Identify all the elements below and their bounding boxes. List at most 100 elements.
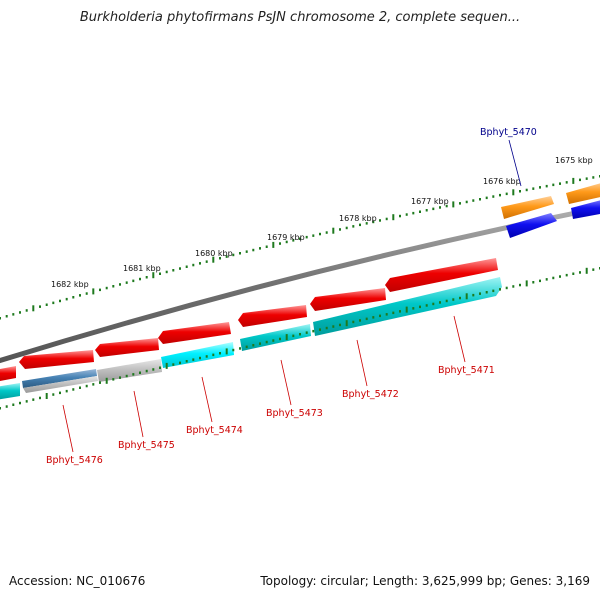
- gene-arrow[interactable]: [501, 196, 554, 219]
- minor-tick: [299, 333, 301, 336]
- gene-arrow[interactable]: [310, 288, 386, 311]
- minor-tick: [519, 283, 521, 287]
- minor-tick: [392, 311, 395, 315]
- gene-arrow[interactable]: [97, 359, 162, 382]
- minor-tick: [299, 237, 301, 240]
- gene-arrow[interactable]: [0, 366, 16, 382]
- minor-tick: [5, 315, 8, 318]
- minor-tick: [239, 252, 241, 255]
- minor-tick: [139, 371, 141, 374]
- minor-tick: [212, 353, 215, 357]
- minor-tick: [399, 214, 401, 218]
- minor-tick: [52, 301, 55, 305]
- major-tick: [45, 393, 48, 399]
- minor-tick: [145, 369, 148, 373]
- gene-label-bphyt-5474[interactable]: Bphyt_5474: [186, 425, 243, 436]
- gene-label-bphyt-5476[interactable]: Bphyt_5476: [46, 455, 103, 466]
- kbp-label: 1675 kbp: [555, 156, 593, 165]
- minor-tick: [192, 263, 195, 267]
- minor-tick: [179, 267, 181, 270]
- minor-tick: [592, 176, 595, 179]
- minor-tick: [59, 299, 61, 303]
- minor-tick: [419, 210, 421, 213]
- minor-tick: [385, 313, 388, 316]
- minor-tick: [439, 301, 441, 304]
- minor-tick: [252, 248, 255, 252]
- major-tick: [272, 241, 275, 248]
- gene-arrow[interactable]: [161, 342, 234, 368]
- gene-arrow[interactable]: [506, 213, 557, 238]
- minor-tick: [72, 296, 75, 299]
- minor-tick: [39, 305, 41, 308]
- genome-summary: Topology: circular; Length: 3,625,999 bp…: [260, 574, 590, 588]
- minor-tick: [259, 247, 261, 250]
- minor-tick: [339, 228, 341, 231]
- gene-label-bphyt-5471[interactable]: Bphyt_5471: [438, 365, 495, 376]
- minor-tick: [112, 378, 115, 381]
- major-tick: [105, 377, 108, 384]
- gene-arrow[interactable]: [571, 199, 600, 219]
- minor-tick: [105, 286, 108, 290]
- gene-arrow[interactable]: [238, 305, 307, 327]
- minor-tick: [552, 276, 555, 280]
- minor-tick: [59, 391, 61, 395]
- minor-tick: [52, 393, 55, 396]
- minor-tick: [279, 337, 281, 341]
- minor-tick: [472, 293, 475, 297]
- minor-tick: [252, 344, 255, 347]
- minor-tick: [319, 328, 321, 331]
- gene-label-bphyt-5473[interactable]: Bphyt_5473: [266, 408, 323, 419]
- gene-arrow[interactable]: [22, 369, 97, 388]
- major-tick: [345, 320, 348, 327]
- major-tick: [452, 201, 455, 208]
- minor-tick: [539, 186, 541, 189]
- gene-label-bphyt-5472[interactable]: Bphyt_5472: [342, 389, 399, 400]
- minor-tick: [285, 240, 288, 244]
- minor-tick: [452, 298, 455, 301]
- gene-arrow[interactable]: [95, 338, 159, 357]
- leader-line: [280, 359, 292, 406]
- minor-tick: [145, 276, 148, 279]
- minor-tick: [25, 309, 28, 312]
- leader-line: [133, 390, 144, 438]
- minor-tick: [539, 279, 541, 283]
- map-title: Burkholderia phytofirmans PsJN chromosom…: [79, 10, 521, 25]
- leader-line: [356, 339, 368, 387]
- leader-line: [201, 376, 213, 423]
- minor-tick: [45, 303, 48, 306]
- minor-tick: [265, 245, 268, 248]
- minor-tick: [519, 190, 521, 193]
- gene-arrow[interactable]: [240, 324, 311, 351]
- minor-tick: [312, 329, 315, 333]
- minor-tick: [205, 355, 208, 358]
- minor-tick: [119, 283, 121, 286]
- gene-label-bphyt-5470[interactable]: Bphyt_5470: [480, 127, 537, 138]
- minor-tick: [445, 299, 448, 303]
- gene-label-bphyt-5475[interactable]: Bphyt_5475: [118, 440, 175, 451]
- minor-tick: [219, 352, 221, 355]
- gene-arrow[interactable]: [385, 258, 498, 292]
- minor-tick: [325, 326, 328, 330]
- gene-arrow[interactable]: [19, 350, 94, 369]
- gene-arrow[interactable]: [566, 182, 600, 204]
- minor-tick: [245, 250, 248, 253]
- kbp-labels: 1675 kbp 1676 kbp 1677 kbp 1678 kbp 1679…: [51, 156, 593, 289]
- forward-strand-genes: [0, 182, 600, 382]
- gene-arrow[interactable]: [158, 322, 231, 344]
- minor-tick: [592, 268, 595, 271]
- major-tick: [92, 288, 95, 295]
- minor-tick: [305, 331, 308, 334]
- minor-tick: [339, 323, 341, 327]
- minor-tick: [512, 285, 515, 288]
- minor-tick: [185, 360, 188, 363]
- gene-arrow[interactable]: [0, 383, 20, 400]
- minor-tick: [292, 334, 295, 338]
- minor-tick: [585, 177, 588, 180]
- gene-arrow[interactable]: [23, 376, 98, 393]
- minor-tick: [545, 278, 548, 281]
- kbp-label: 1681 kbp: [123, 264, 161, 273]
- minor-tick: [5, 405, 8, 408]
- minor-tick: [459, 202, 461, 205]
- minor-tick: [499, 193, 501, 197]
- minor-tick: [332, 325, 335, 328]
